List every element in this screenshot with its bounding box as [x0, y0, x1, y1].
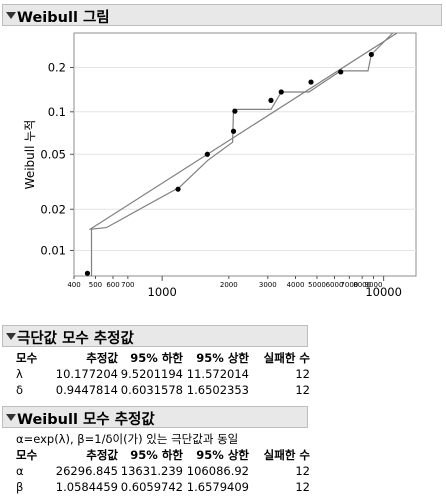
table-cell: 12 [295, 464, 310, 478]
data-point[interactable] [84, 270, 91, 276]
y-tick-label: 0.02 [40, 202, 66, 216]
table-row: δ 0.9447814 0.6031578 1.6502353 12 [16, 382, 310, 398]
column-header: 95% 상한 [196, 351, 249, 365]
column-header: 모수 [16, 448, 38, 462]
x-tick-label: 10000 [365, 285, 402, 299]
table-cell: 1.6502353 [186, 383, 249, 397]
table-cell: 1.0584459 [55, 480, 118, 494]
table-cell: 13631.239 [120, 464, 183, 478]
x-tick-label: 6000 [326, 281, 344, 289]
data-point[interactable] [204, 151, 210, 157]
table-cell: 26296.845 [55, 464, 118, 478]
column-header: 95% 하한 [130, 351, 183, 365]
data-point[interactable] [308, 79, 314, 85]
x-tick-label: 600 [106, 281, 119, 289]
x-tick-label: 2000 [220, 281, 238, 289]
extreme-estimates-header[interactable]: 극단값 모수 추정값 [2, 325, 308, 347]
y-tick-label: 0.01 [40, 243, 66, 257]
fit-line [89, 33, 398, 231]
disclosure-triangle-icon[interactable] [6, 414, 16, 421]
table-cell: 9.5201194 [120, 367, 183, 381]
column-header: 모수 [16, 351, 38, 365]
column-header: 실패한 수 [263, 448, 310, 462]
column-header: 95% 하한 [130, 448, 183, 462]
table-cell: 10.177204 [55, 367, 118, 381]
disclosure-triangle-icon[interactable] [6, 12, 16, 19]
data-point[interactable] [232, 108, 238, 114]
weibull-estimates-table: 모수 추정값 95% 하한 95% 상한 실패한 수 α 26296.845 1… [16, 447, 310, 495]
weibull-plot-header[interactable]: Weibull 그림 [2, 4, 442, 26]
x-tick-label: 8000 [353, 281, 371, 289]
x-tick-label: 500 [89, 281, 102, 289]
table-cell: 0.6059742 [120, 480, 183, 494]
table-cell: 106086.92 [186, 464, 249, 478]
table-cell: 0.9447814 [55, 383, 118, 397]
data-point[interactable] [230, 128, 237, 134]
table-row: λ 10.177204 9.5201194 11.572014 12 [16, 366, 310, 382]
x-tick-label: 400 [67, 281, 80, 289]
table-cell: 1.6579409 [186, 480, 249, 494]
y-tick-label: 0.05 [40, 147, 66, 161]
data-point[interactable] [338, 69, 344, 75]
table-cell: δ [16, 383, 24, 397]
table-row: α 26296.845 13631.239 106086.92 12 [16, 463, 310, 479]
x-tick-label: 4000 [287, 281, 305, 289]
table-header-row: 모수 추정값 95% 하한 95% 상한 실패한 수 [16, 350, 310, 366]
table-cell: λ [16, 367, 23, 381]
extreme-estimates-title: 극단값 모수 추정값 [17, 331, 134, 347]
table-cell: 0.6031578 [120, 383, 183, 397]
table-cell: 11.572014 [186, 367, 249, 381]
weibull-estimates-header[interactable]: Weibull 모수 추정값 [2, 406, 308, 428]
table-cell: 12 [295, 480, 310, 494]
table-cell: 12 [295, 383, 310, 397]
column-header: 추정값 [86, 448, 118, 462]
weibull-chart[interactable]: 0.01 0.02 0.05 0.1 0.2 400 500 600 700 1000 10000 2… [0, 0, 446, 300]
extreme-estimates-table: 모수 추정값 95% 하한 95% 상한 실패한 수 λ 10.177204 9… [16, 350, 310, 398]
parameterization-note: α=exp(λ), β=1/δ이(가) 있는 극단값과 동일 [16, 432, 239, 446]
y-axis-label: Weibull 누적 [23, 120, 37, 190]
x-tick-label: 9000 [365, 281, 383, 289]
y-tick-label: 0.1 [48, 105, 66, 119]
table-header-row: 모수 추정값 95% 하한 95% 상한 실패한 수 [16, 447, 310, 463]
weibull-plot-title: Weibull 그림 [17, 10, 110, 26]
x-tick-label: 1000 [148, 285, 177, 299]
column-header: 실패한 수 [263, 351, 310, 365]
column-header: 95% 상한 [196, 448, 249, 462]
table-row: β 1.0584459 0.6059742 1.6579409 12 [16, 479, 310, 495]
x-tick-label: 700 [121, 281, 134, 289]
nonparametric-curve [90, 33, 394, 276]
table-cell: β [16, 480, 24, 494]
column-header: 추정값 [86, 351, 118, 365]
data-point[interactable] [268, 97, 274, 103]
disclosure-triangle-icon[interactable] [6, 333, 16, 340]
y-tick-label: 0.2 [48, 61, 66, 75]
x-tick-label: 3000 [259, 281, 277, 289]
x-tick-label: 7000 [340, 281, 358, 289]
weibull-estimates-title: Weibull 모수 추정값 [17, 412, 155, 428]
data-point[interactable] [368, 51, 374, 58]
table-cell: 12 [295, 367, 310, 381]
x-tick-label: 5000 [308, 281, 326, 289]
data-point[interactable] [278, 89, 284, 95]
table-cell: α [16, 464, 24, 478]
data-point[interactable] [175, 186, 181, 192]
